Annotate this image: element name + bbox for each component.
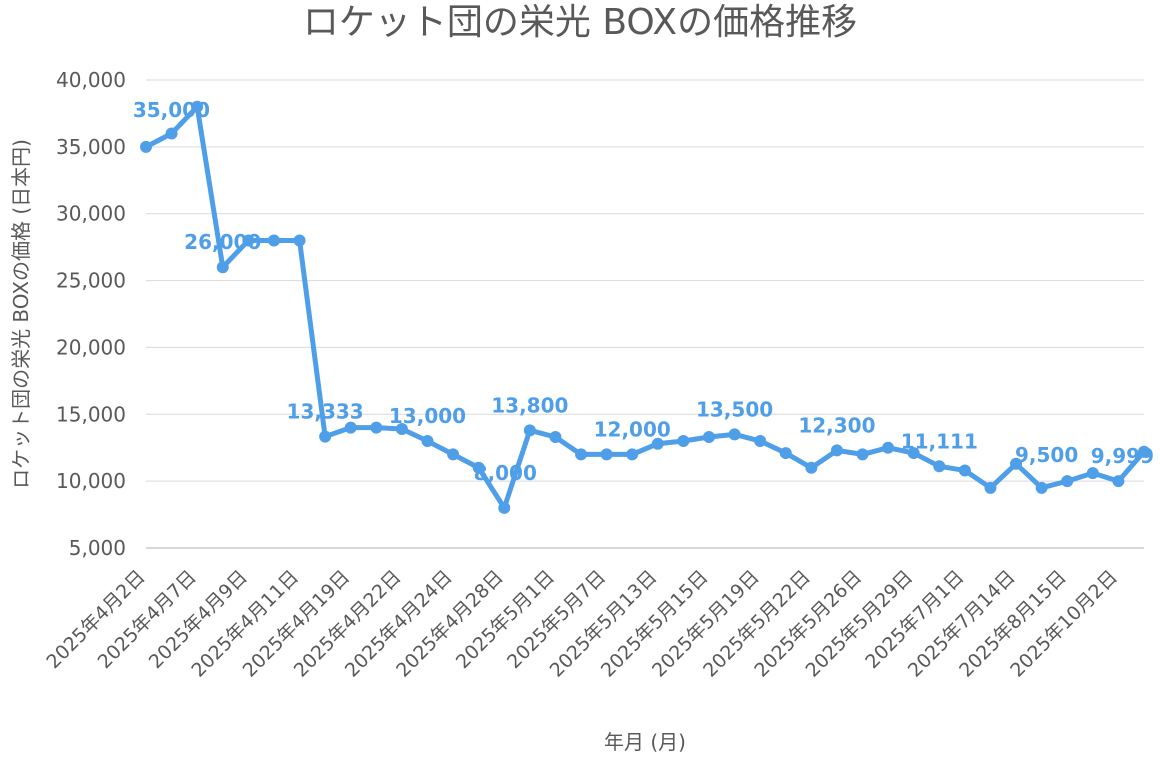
data-point bbox=[830, 444, 843, 457]
data-label: 9,999 bbox=[1091, 444, 1154, 468]
y-tick-label: 5,000 bbox=[69, 536, 126, 560]
data-point bbox=[421, 435, 434, 448]
data-point bbox=[165, 127, 178, 140]
points-layer bbox=[140, 100, 1150, 514]
series-layer bbox=[143, 104, 1147, 511]
data-point bbox=[933, 460, 946, 473]
data-point bbox=[1035, 481, 1048, 494]
data-point bbox=[805, 461, 818, 474]
data-point bbox=[984, 481, 997, 494]
data-point bbox=[1112, 475, 1125, 488]
data-point bbox=[216, 261, 229, 274]
data-label: 35,000 bbox=[133, 98, 210, 122]
data-point bbox=[882, 441, 895, 454]
data-point bbox=[140, 140, 152, 153]
data-point bbox=[1086, 467, 1099, 480]
y-tick-label: 25,000 bbox=[56, 269, 126, 293]
y-tick-label: 10,000 bbox=[56, 469, 126, 493]
y-tick-label: 35,000 bbox=[56, 135, 126, 159]
data-point bbox=[779, 447, 792, 460]
data-label: 12,000 bbox=[594, 417, 671, 441]
data-label: 13,500 bbox=[696, 397, 773, 421]
data-point bbox=[549, 431, 562, 444]
data-point bbox=[344, 421, 357, 434]
x-axis-title: 年月 (月) bbox=[604, 730, 686, 754]
data-point bbox=[907, 447, 920, 460]
gridlines bbox=[146, 79, 1144, 549]
data-point bbox=[319, 430, 332, 443]
y-tick-label: 20,000 bbox=[56, 335, 126, 359]
data-label: 12,300 bbox=[798, 413, 875, 437]
data-point bbox=[293, 234, 306, 247]
data-point bbox=[626, 448, 639, 461]
data-point bbox=[523, 424, 536, 437]
data-label: 11,111 bbox=[901, 429, 978, 453]
data-label: 13,800 bbox=[491, 393, 568, 417]
data-point bbox=[856, 448, 869, 461]
y-tick-label: 40,000 bbox=[56, 68, 126, 92]
data-label: 13,333 bbox=[287, 400, 364, 424]
data-point bbox=[1138, 445, 1150, 458]
series-line bbox=[143, 104, 1147, 511]
data-label: 8,000 bbox=[474, 461, 537, 485]
data-point bbox=[651, 437, 664, 450]
data-point bbox=[267, 234, 280, 247]
data-point bbox=[728, 428, 741, 441]
y-axis-ticks: 5,000 10,000 15,000 20,000 25,000 30,000 35,00… bbox=[56, 68, 126, 560]
data-point bbox=[575, 448, 588, 461]
y-tick-label: 30,000 bbox=[56, 202, 126, 226]
data-label: 26,000 bbox=[184, 230, 261, 254]
data-point bbox=[370, 421, 383, 434]
y-tick-label: 15,000 bbox=[56, 402, 126, 426]
data-point bbox=[242, 234, 255, 247]
data-label: 13,000 bbox=[389, 404, 466, 428]
data-point bbox=[395, 422, 408, 435]
data-label: 9,500 bbox=[1015, 443, 1078, 467]
data-point bbox=[677, 435, 690, 448]
data-point bbox=[191, 100, 204, 113]
data-point bbox=[1061, 475, 1074, 488]
data-point bbox=[447, 448, 460, 461]
data-point bbox=[702, 431, 715, 444]
data-point bbox=[600, 448, 613, 461]
data-point bbox=[958, 464, 971, 477]
data-point bbox=[754, 435, 767, 448]
y-axis-title: ロケット団の栄光 BOXの価格 (日本円) bbox=[9, 139, 33, 489]
chart-title: ロケット団の栄光 BOXの価格推移 bbox=[303, 2, 857, 43]
x-axis-ticks: 2025年4月2日2025年4月7日2025年4月9日2025年4月11日202… bbox=[42, 566, 1122, 682]
data-point bbox=[1010, 457, 1023, 470]
data-labels-layer: 35,000 26,000 13,333 13,000 8,000 13,800 12,00… bbox=[133, 98, 1154, 485]
data-point bbox=[472, 461, 485, 474]
data-point bbox=[498, 501, 511, 514]
